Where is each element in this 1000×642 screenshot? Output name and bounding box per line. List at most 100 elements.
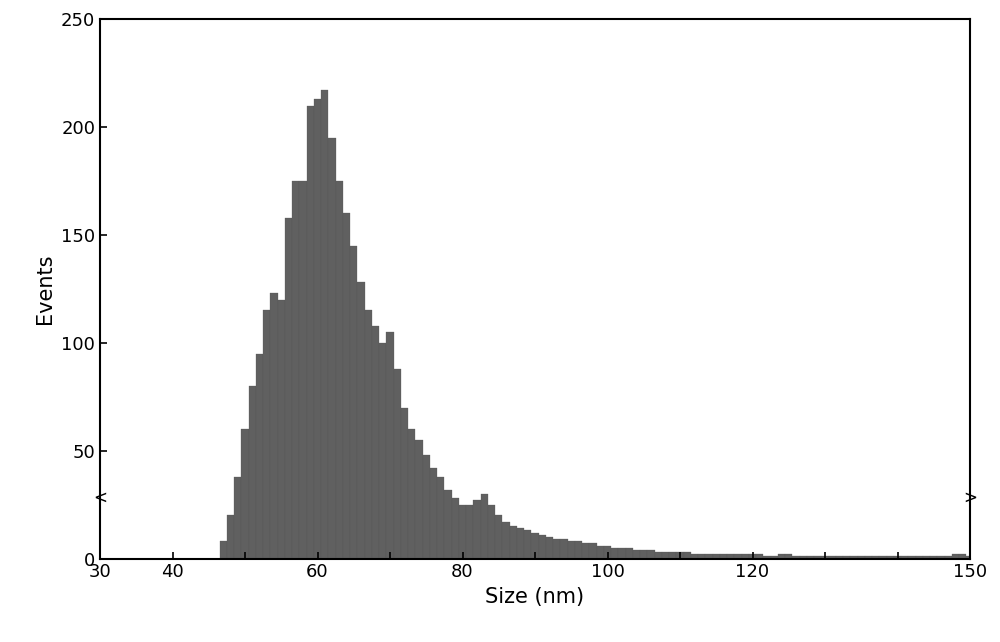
Bar <box>553 539 560 559</box>
Bar <box>916 557 923 559</box>
Bar <box>292 181 299 559</box>
Bar <box>539 535 546 559</box>
Bar <box>372 325 379 559</box>
Bar <box>647 550 655 559</box>
Bar <box>589 543 597 559</box>
Bar <box>314 99 321 559</box>
Bar <box>531 533 539 559</box>
Bar <box>386 332 394 559</box>
Bar <box>720 554 727 559</box>
Bar <box>727 554 734 559</box>
Bar <box>945 557 952 559</box>
Text: >: > <box>963 489 977 507</box>
Bar <box>662 552 669 559</box>
Bar <box>597 546 604 559</box>
Bar <box>220 541 227 559</box>
Bar <box>966 557 974 559</box>
Bar <box>858 557 865 559</box>
Bar <box>713 554 720 559</box>
Bar <box>734 554 742 559</box>
Bar <box>444 489 452 559</box>
Bar <box>517 528 524 559</box>
X-axis label: Size (nm): Size (nm) <box>485 587 585 607</box>
Y-axis label: Events: Events <box>35 254 55 324</box>
Bar <box>285 218 292 559</box>
Bar <box>278 300 285 559</box>
Bar <box>343 213 350 559</box>
Bar <box>626 548 633 559</box>
Bar <box>778 554 785 559</box>
Bar <box>785 554 792 559</box>
Bar <box>850 557 858 559</box>
Bar <box>611 548 618 559</box>
Bar <box>459 505 466 559</box>
Bar <box>502 522 510 559</box>
Text: <: < <box>93 489 107 507</box>
Bar <box>821 557 829 559</box>
Bar <box>437 476 444 559</box>
Bar <box>394 369 401 559</box>
Bar <box>423 455 430 559</box>
Bar <box>256 354 263 559</box>
Bar <box>481 494 488 559</box>
Bar <box>952 554 959 559</box>
Bar <box>763 557 771 559</box>
Bar <box>466 505 473 559</box>
Bar <box>604 546 611 559</box>
Bar <box>379 343 386 559</box>
Bar <box>568 541 575 559</box>
Bar <box>923 557 930 559</box>
Bar <box>705 554 713 559</box>
Bar <box>865 557 872 559</box>
Bar <box>241 429 249 559</box>
Bar <box>691 554 698 559</box>
Bar <box>365 311 372 559</box>
Bar <box>270 293 278 559</box>
Bar <box>930 557 937 559</box>
Bar <box>452 498 459 559</box>
Bar <box>575 541 582 559</box>
Bar <box>676 552 684 559</box>
Bar <box>836 557 843 559</box>
Bar <box>807 557 814 559</box>
Bar <box>771 557 778 559</box>
Bar <box>350 246 357 559</box>
Bar <box>814 557 821 559</box>
Bar <box>684 552 691 559</box>
Bar <box>510 526 517 559</box>
Bar <box>495 516 502 559</box>
Bar <box>843 557 850 559</box>
Bar <box>633 550 640 559</box>
Bar <box>800 557 807 559</box>
Bar <box>336 181 343 559</box>
Bar <box>546 537 553 559</box>
Bar <box>488 505 495 559</box>
Bar <box>901 557 908 559</box>
Bar <box>908 557 916 559</box>
Bar <box>742 554 749 559</box>
Bar <box>640 550 647 559</box>
Bar <box>408 429 415 559</box>
Bar <box>582 543 589 559</box>
Bar <box>560 539 568 559</box>
Bar <box>415 440 423 559</box>
Bar <box>829 557 836 559</box>
Bar <box>872 557 879 559</box>
Bar <box>263 311 270 559</box>
Bar <box>792 557 800 559</box>
Bar <box>756 554 763 559</box>
Bar <box>328 138 336 559</box>
Bar <box>655 552 662 559</box>
Bar <box>894 557 901 559</box>
Bar <box>473 500 481 559</box>
Bar <box>937 557 945 559</box>
Bar <box>618 548 626 559</box>
Bar <box>430 468 437 559</box>
Bar <box>299 181 307 559</box>
Bar <box>321 91 328 559</box>
Bar <box>749 554 756 559</box>
Bar <box>401 408 408 559</box>
Bar <box>524 530 531 559</box>
Bar <box>227 516 234 559</box>
Bar <box>249 386 256 559</box>
